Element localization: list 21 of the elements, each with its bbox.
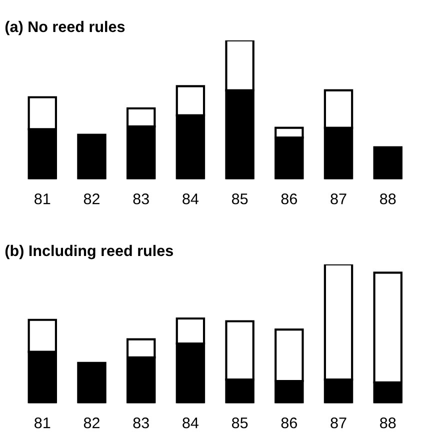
x-tick-label: 86	[281, 417, 297, 428]
x-tick-label: 82	[84, 193, 100, 204]
x-tick-label: 88	[380, 417, 396, 428]
x-tick-label: 87	[330, 193, 346, 204]
x-tick-label: 88	[380, 193, 396, 204]
bar	[373, 146, 402, 180]
x-tick-label: 82	[84, 417, 100, 428]
chart-title: (a) No reed rules	[5, 20, 125, 36]
x-tick-label: 86	[281, 193, 297, 204]
bar	[77, 362, 106, 404]
x-tick-label: 85	[232, 193, 248, 204]
x-tick-label: 87	[330, 417, 346, 428]
x-tick-label: 83	[133, 417, 149, 428]
x-tick-label: 81	[34, 417, 50, 428]
x-tick-label: 81	[34, 193, 50, 204]
x-tick-label: 85	[232, 417, 248, 428]
x-tick-label: 83	[133, 193, 149, 204]
x-tick-label: 84	[182, 193, 199, 204]
chart-title: (b) Including reed rules	[5, 244, 173, 260]
x-tick-label: 84	[182, 417, 199, 428]
bar	[77, 134, 106, 180]
